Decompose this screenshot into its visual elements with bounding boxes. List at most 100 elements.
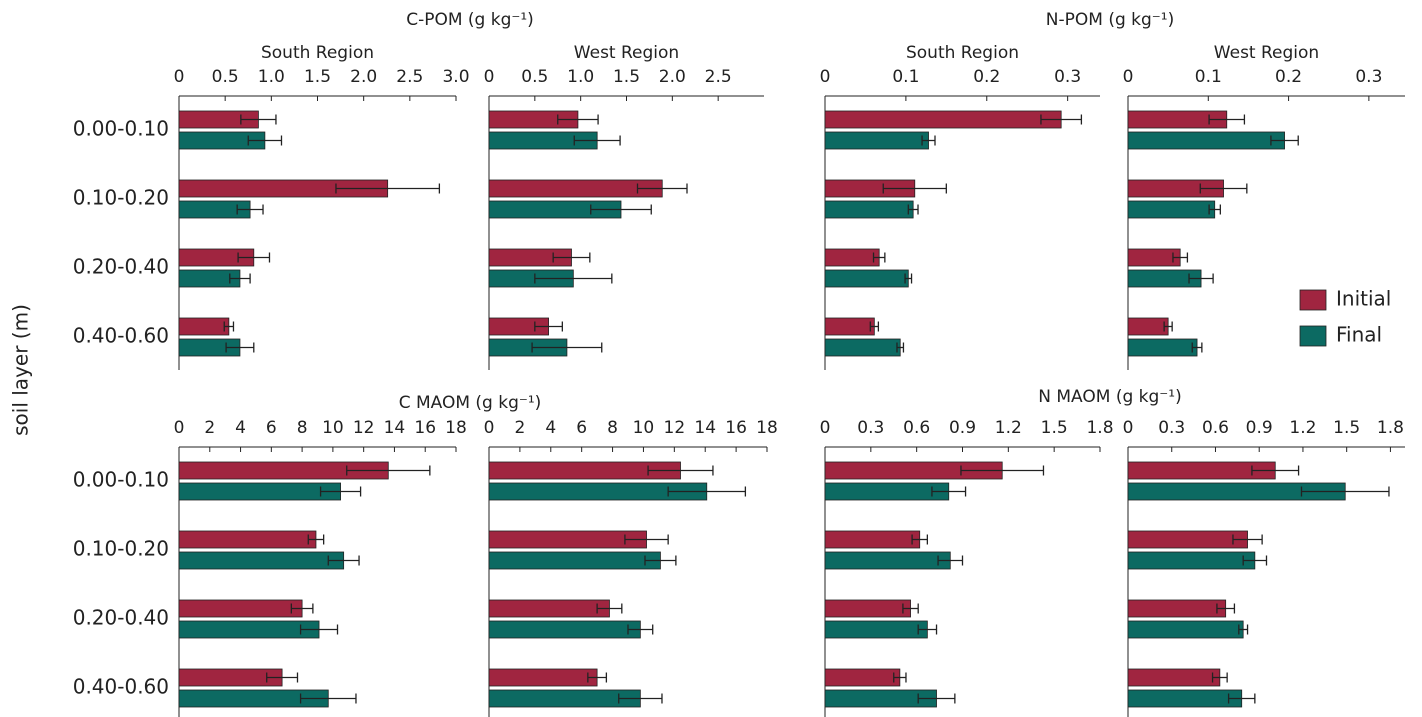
x-tick-label: 6 — [266, 418, 277, 438]
error-bar — [590, 204, 652, 215]
category-label: 0.20-0.40 — [73, 255, 169, 279]
x-tick-label: 3.0 — [442, 67, 469, 87]
error-bar — [931, 486, 967, 497]
bar — [178, 530, 317, 549]
legend-swatch — [1299, 325, 1327, 347]
bar — [488, 689, 641, 708]
error-bar — [335, 183, 441, 194]
bar — [824, 200, 914, 219]
panel-title: C MAOM (g kg⁻¹) — [399, 393, 542, 413]
error-bar — [534, 321, 563, 332]
error-bar — [596, 603, 623, 614]
bar — [488, 620, 641, 639]
x-tick-label: 0.3 — [1355, 67, 1382, 87]
bar — [1127, 317, 1169, 336]
panel-subtitle: West Region — [574, 43, 679, 63]
x-tick-label: 0.3 — [1158, 418, 1185, 438]
error-bar — [327, 555, 360, 566]
bar — [1127, 338, 1198, 357]
error-bar — [247, 135, 283, 146]
x-tick-label: 0 — [1123, 67, 1134, 87]
bar — [178, 620, 320, 639]
error-bar — [1208, 204, 1221, 215]
bar — [1127, 551, 1256, 570]
panel-subtitle: West Region — [1214, 43, 1319, 63]
error-bar — [534, 273, 613, 284]
bar — [824, 668, 901, 687]
x-tick-label: 1.5 — [304, 67, 331, 87]
error-bar — [299, 693, 357, 704]
error-bar — [1040, 114, 1083, 125]
x-tick-label: 14 — [694, 418, 716, 438]
x-tick-label: 0.6 — [903, 418, 930, 438]
x-tick-label: 4 — [545, 418, 556, 438]
error-bar — [627, 624, 654, 635]
error-bar — [917, 693, 956, 704]
error-bar — [869, 321, 880, 332]
error-bar — [1227, 693, 1256, 704]
x-tick-label: 2.0 — [350, 67, 377, 87]
x-tick-label: 4 — [235, 418, 246, 438]
error-bar — [225, 342, 255, 353]
x-tick-label: 1.8 — [1086, 418, 1113, 438]
x-tick-label: 0 — [174, 67, 185, 87]
y-axis-label: soil layer (m) — [9, 304, 33, 436]
error-bar — [552, 252, 591, 263]
error-bar — [307, 534, 325, 545]
bar — [1127, 620, 1244, 639]
legend-label: Initial — [1336, 287, 1391, 311]
error-bar — [872, 252, 886, 263]
error-bar — [907, 204, 919, 215]
x-tick-label: 18 — [445, 418, 467, 438]
error-bar — [647, 465, 714, 476]
category-label: 0.00-0.10 — [73, 468, 169, 492]
x-tick-label: 1.0 — [258, 67, 285, 87]
bar — [1127, 689, 1243, 708]
bar — [1127, 599, 1227, 618]
bar — [1127, 131, 1285, 150]
panel-title: N MAOM (g kg⁻¹) — [1038, 387, 1181, 407]
x-tick-label: 0.9 — [1246, 418, 1273, 438]
error-bar — [902, 603, 919, 614]
error-bar — [1211, 672, 1228, 683]
x-tick-label: 0 — [820, 418, 831, 438]
bar — [824, 110, 1062, 129]
x-tick-label: 0.9 — [949, 418, 976, 438]
error-bar — [319, 486, 362, 497]
error-bar — [1300, 486, 1390, 497]
bar — [1127, 200, 1216, 219]
error-bar — [644, 555, 677, 566]
x-tick-label: 0 — [820, 67, 831, 87]
bar — [178, 317, 230, 336]
x-tick-label: 18 — [756, 418, 778, 438]
x-tick-label: 10 — [322, 418, 344, 438]
x-tick-label: 14 — [384, 418, 406, 438]
error-bar — [299, 624, 339, 635]
x-tick-label: 0.1 — [892, 67, 919, 87]
x-tick-label: 2.5 — [396, 67, 423, 87]
error-bar — [667, 486, 747, 497]
bar — [824, 131, 929, 150]
error-bar — [893, 672, 907, 683]
error-bar — [290, 603, 314, 614]
error-bar — [1232, 534, 1263, 545]
bar — [824, 269, 909, 288]
error-bar — [1172, 252, 1189, 263]
x-tick-label: 8 — [607, 418, 618, 438]
error-bar — [1216, 603, 1236, 614]
bar — [824, 620, 928, 639]
error-bar — [624, 534, 669, 545]
x-tick-label: 6 — [576, 418, 587, 438]
x-tick-label: 10 — [633, 418, 655, 438]
x-tick-label: 0.6 — [1202, 418, 1229, 438]
x-tick-label: 16 — [725, 418, 747, 438]
error-bar — [1191, 342, 1203, 353]
category-label: 0.20-0.40 — [73, 606, 169, 630]
error-bar — [904, 273, 913, 284]
category-label: 0.10-0.20 — [73, 537, 169, 561]
x-tick-label: 1.0 — [567, 67, 594, 87]
x-tick-label: 0.1 — [1195, 67, 1222, 87]
panel-subtitle: South Region — [906, 43, 1019, 63]
